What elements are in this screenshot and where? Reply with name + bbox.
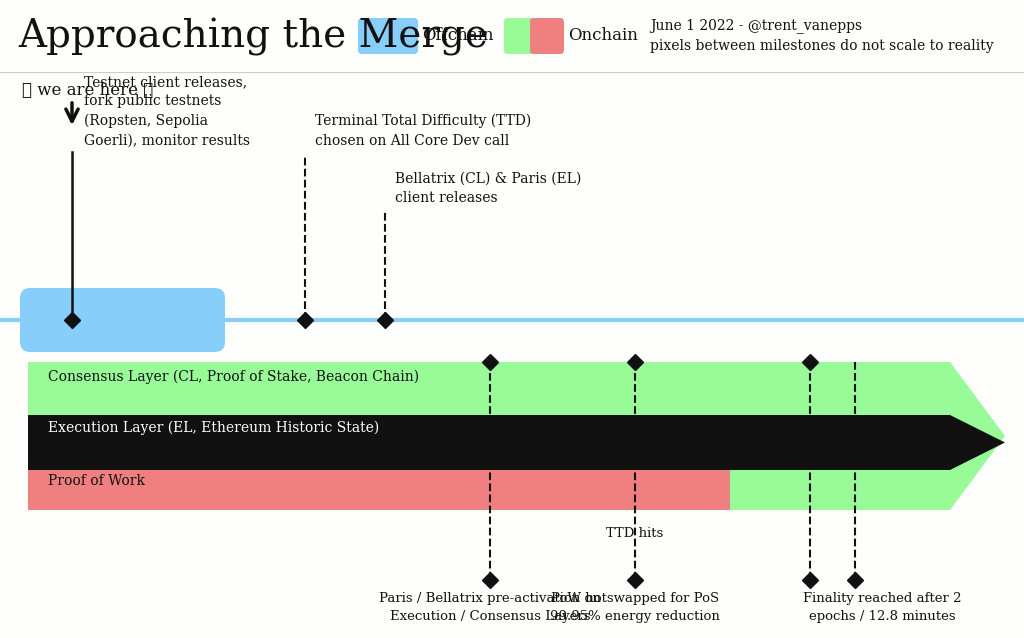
FancyBboxPatch shape bbox=[20, 288, 225, 352]
FancyBboxPatch shape bbox=[530, 18, 564, 54]
Text: Approaching the Merge: Approaching the Merge bbox=[18, 18, 487, 56]
Polygon shape bbox=[28, 415, 730, 510]
Text: Offchain: Offchain bbox=[422, 27, 494, 45]
Text: Bellatrix (CL) & Paris (EL)
client releases: Bellatrix (CL) & Paris (EL) client relea… bbox=[395, 172, 582, 205]
Text: Onchain: Onchain bbox=[568, 27, 638, 45]
Text: Proof of Work: Proof of Work bbox=[48, 474, 145, 488]
Text: Consensus Layer (CL, Proof of Stake, Beacon Chain): Consensus Layer (CL, Proof of Stake, Bea… bbox=[48, 370, 419, 384]
Polygon shape bbox=[28, 362, 1005, 510]
Text: PoW hotswapped for PoS
99.95% energy reduction: PoW hotswapped for PoS 99.95% energy red… bbox=[550, 592, 720, 623]
Text: Testnet client releases,
fork public testnets
(Ropsten, Sepolia
Goerli), monitor: Testnet client releases, fork public tes… bbox=[84, 75, 250, 148]
Text: Finality reached after 2
epochs / 12.8 minutes: Finality reached after 2 epochs / 12.8 m… bbox=[803, 592, 962, 623]
FancyBboxPatch shape bbox=[504, 18, 538, 54]
FancyBboxPatch shape bbox=[358, 18, 418, 54]
Text: Execution Layer (EL, Ethereum Historic State): Execution Layer (EL, Ethereum Historic S… bbox=[48, 421, 379, 435]
Polygon shape bbox=[28, 415, 1005, 470]
Text: Paris / Bellatrix pre-activation on
Execution / Consensus Layers: Paris / Bellatrix pre-activation on Exec… bbox=[379, 592, 601, 623]
Text: ⭐ we are here ⭐: ⭐ we are here ⭐ bbox=[22, 82, 154, 99]
Text: TTD hits: TTD hits bbox=[606, 527, 664, 540]
Text: June 1 2022 - @trent_vanepps
pixels between milestones do not scale to reality: June 1 2022 - @trent_vanepps pixels betw… bbox=[650, 18, 993, 54]
Text: Terminal Total Difficulty (TTD)
chosen on All Core Dev call: Terminal Total Difficulty (TTD) chosen o… bbox=[315, 114, 531, 148]
